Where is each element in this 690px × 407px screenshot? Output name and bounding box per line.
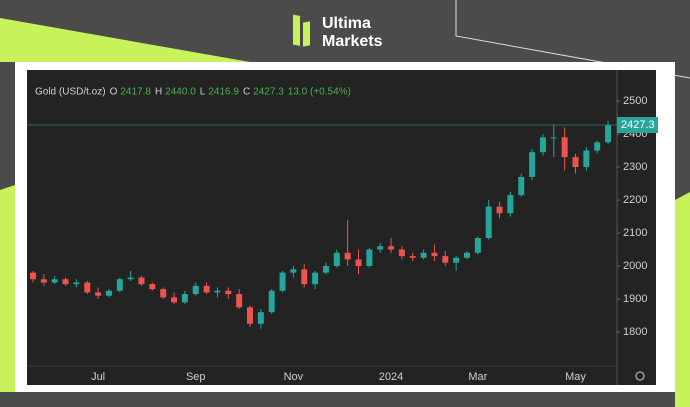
lime-shape — [675, 192, 690, 407]
y-tick-label: 2100 — [623, 227, 647, 239]
candle-body — [203, 285, 210, 293]
lime-shape — [0, 18, 250, 62]
candle-body — [474, 237, 481, 253]
settings-icon[interactable] — [635, 371, 645, 381]
legend-value: 2416.9 — [208, 87, 239, 98]
candle-body — [377, 246, 384, 250]
candle-body — [257, 312, 264, 324]
last-price-box — [617, 117, 658, 134]
y-tick-label: 2200 — [623, 194, 647, 206]
last-price-label: 2427.3 — [621, 119, 655, 131]
candle-body — [442, 256, 449, 263]
candle-body — [453, 257, 460, 263]
candle-body — [290, 269, 297, 273]
candle-body — [398, 249, 405, 257]
x-tick-label: Jul — [91, 371, 105, 383]
x-tick-label: May — [565, 371, 586, 383]
candle-body — [95, 292, 102, 296]
chart-panel — [27, 70, 656, 385]
candle-body — [388, 246, 395, 250]
candle-body — [507, 195, 514, 214]
candle-body — [583, 150, 590, 168]
candle-body — [160, 289, 167, 298]
candle-body — [236, 294, 243, 308]
candle-body — [550, 137, 557, 139]
candle-body — [572, 157, 579, 168]
legend-label: O — [110, 87, 118, 98]
legend-label: L — [200, 87, 206, 98]
candle-body — [355, 259, 362, 267]
candle-body — [333, 252, 340, 267]
candle-body — [366, 249, 373, 267]
candle-body — [485, 206, 492, 238]
candle-body — [561, 137, 568, 158]
logo-mark — [293, 14, 300, 46]
candle-body — [431, 252, 438, 257]
lime-shape — [0, 185, 15, 392]
candle-body — [529, 152, 536, 177]
candle-body — [214, 290, 221, 293]
candle-body — [322, 266, 329, 273]
y-tick-label: 2300 — [623, 161, 647, 173]
candle-body — [40, 279, 47, 283]
y-tick-label: 1900 — [623, 293, 647, 305]
candle-body — [312, 272, 319, 285]
legend-value: 2440.0 — [165, 87, 196, 98]
candle-body — [62, 279, 69, 285]
legend-label: C — [243, 87, 250, 98]
legend-value: 2427.3 — [253, 87, 284, 98]
candle-body — [420, 252, 427, 258]
legend-change: 13.0 (+0.54%) — [288, 87, 351, 98]
candle-body — [605, 125, 612, 143]
candle-body — [539, 137, 546, 153]
candle-body — [225, 290, 232, 295]
candle-body — [594, 142, 601, 151]
candle-body — [84, 282, 91, 293]
candle-body — [247, 307, 253, 324]
x-tick-label: Mar — [468, 371, 487, 383]
x-tick-label: Sep — [186, 371, 206, 383]
candle-body — [116, 279, 123, 291]
logo-text: Ultima — [322, 15, 371, 32]
y-tick-label: 1800 — [623, 326, 647, 338]
candle-body — [279, 272, 286, 291]
legend-label: H — [155, 87, 162, 98]
candle-body — [496, 206, 503, 214]
candle-body — [73, 282, 80, 285]
legend-value: 2417.8 — [120, 87, 151, 98]
x-tick-label: Nov — [284, 371, 304, 383]
logo: Ultima Markets — [293, 14, 383, 50]
candle-body — [127, 277, 134, 280]
x-tick-label: 2024 — [379, 371, 403, 383]
candle-body — [149, 284, 156, 290]
y-tick-label: 2000 — [623, 260, 647, 272]
y-tick-label: 2500 — [623, 95, 647, 107]
candle-body — [301, 269, 308, 285]
candle-body — [344, 252, 351, 260]
candle-body — [30, 272, 36, 280]
legend: Gold (USD/t.oz) O 2417.8 H 2440.0 L 2416.9 C 242… — [35, 87, 351, 98]
candle-body — [138, 277, 145, 285]
candle-body — [409, 256, 416, 258]
logo-text: Markets — [322, 33, 383, 50]
candle-body — [51, 279, 58, 283]
candle-body — [181, 294, 188, 303]
legend-name: Gold (USD/t.oz) — [35, 87, 106, 98]
candle-body — [171, 297, 178, 303]
candle-body — [464, 252, 470, 258]
candle-body — [268, 290, 275, 313]
candle-body — [518, 176, 525, 196]
logo-mark — [303, 21, 310, 47]
candle-body — [192, 285, 199, 295]
candle-body — [105, 290, 112, 296]
